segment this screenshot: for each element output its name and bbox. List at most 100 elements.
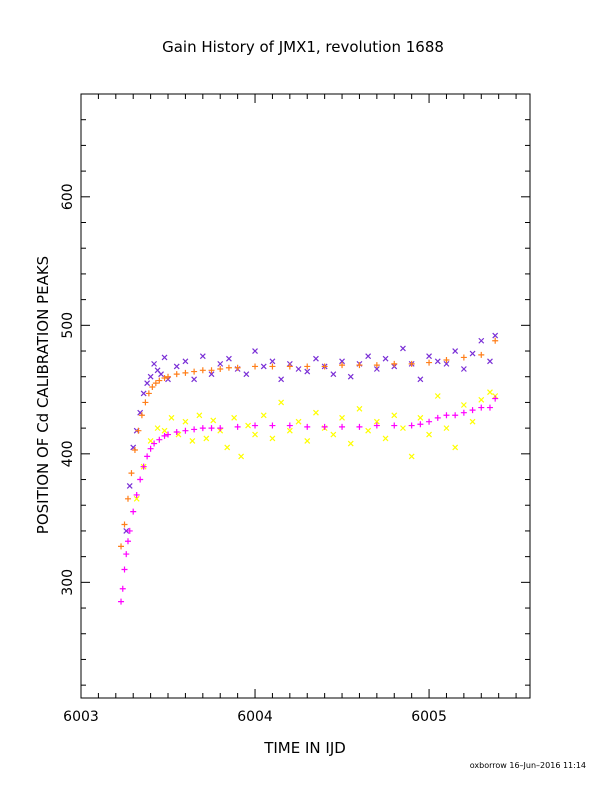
data-point [330, 431, 337, 438]
data-point [347, 440, 354, 447]
data-point [492, 337, 499, 344]
data-point [161, 375, 168, 382]
data-point [156, 436, 163, 443]
y-tick-label: 400 [60, 440, 76, 467]
data-point [252, 431, 258, 438]
data-point [286, 363, 293, 370]
data-point [434, 393, 441, 399]
data-point [196, 412, 203, 419]
data-point [123, 551, 130, 558]
data-point [199, 353, 206, 360]
data-point [452, 412, 459, 419]
data-point [140, 390, 147, 397]
data-point [304, 423, 311, 430]
data-point [161, 354, 168, 361]
data-point [208, 371, 215, 378]
data-point [128, 470, 135, 477]
data-point [469, 418, 476, 425]
data-point [443, 357, 450, 364]
data-point [252, 422, 259, 429]
data-point [245, 422, 251, 429]
data-point [426, 418, 433, 425]
data-point [124, 495, 131, 502]
tick-labels: 6003 6004 6005 300 400 500 600 [60, 183, 447, 725]
data-point [408, 453, 415, 460]
data-point [304, 368, 311, 375]
data-point [173, 428, 180, 435]
data-point [124, 538, 131, 545]
data-point [252, 363, 259, 370]
x-tick-label: 6004 [237, 709, 273, 725]
data-point [147, 445, 154, 452]
data-point [234, 423, 241, 430]
data-point [126, 483, 133, 489]
data-point [191, 376, 198, 383]
footer-note: oxborrow 16–Jun–2016 11:14 [470, 761, 586, 770]
data-point [391, 422, 398, 429]
data-point [356, 423, 363, 430]
data-point [460, 366, 467, 372]
data-point [182, 358, 189, 365]
data-point [487, 389, 493, 396]
data-point [121, 566, 128, 573]
data-point [217, 425, 224, 432]
data-point [199, 367, 206, 374]
data-point [135, 427, 142, 434]
data-point [400, 425, 406, 432]
data-point [452, 348, 459, 354]
data-point [145, 390, 152, 397]
data-point [126, 527, 133, 534]
data-point [373, 366, 380, 372]
data-point [321, 363, 328, 370]
data-point [152, 380, 159, 387]
data-point [191, 426, 198, 433]
data-point [252, 348, 258, 354]
data-point [208, 425, 215, 432]
data-point [133, 491, 140, 498]
data-point [286, 422, 293, 429]
data-point [443, 425, 450, 432]
data-point [469, 350, 476, 357]
data-point [168, 414, 175, 421]
data-point [400, 345, 406, 352]
y-axis-label: POSITION OF Cd CALIBRATION PEAKS [34, 256, 52, 534]
data-point [173, 371, 180, 378]
data-point [408, 360, 415, 367]
data-point [151, 360, 158, 367]
axis-ticks [80, 93, 530, 698]
data-point [133, 495, 140, 502]
data-point [426, 359, 433, 366]
data-point [203, 435, 210, 442]
data-point [278, 399, 285, 406]
data-point [313, 409, 319, 416]
data-point [118, 598, 125, 605]
data-point [408, 422, 415, 429]
data-point [173, 363, 180, 370]
data-point [373, 362, 380, 369]
data-point [260, 363, 267, 370]
data-point [119, 585, 126, 592]
data-point [304, 438, 311, 444]
data-point [460, 354, 467, 361]
data-point [434, 358, 441, 365]
data-point [225, 364, 232, 371]
data-point [295, 366, 302, 372]
data-point [137, 476, 144, 483]
data-point [426, 431, 432, 438]
series-2 [133, 389, 499, 502]
data-point [391, 412, 398, 419]
data-point [182, 369, 189, 376]
data-point [269, 422, 276, 429]
data-point [417, 421, 424, 428]
x-tick-label: 6003 [63, 709, 99, 725]
data-point [231, 414, 238, 421]
y-tick-label: 500 [60, 312, 76, 339]
data-point [278, 376, 285, 383]
data-point [478, 337, 485, 344]
data-point [460, 409, 467, 416]
data-point [286, 427, 293, 434]
data-point [339, 358, 345, 365]
data-point [492, 332, 499, 339]
data-points [118, 332, 499, 605]
data-point [373, 422, 380, 429]
